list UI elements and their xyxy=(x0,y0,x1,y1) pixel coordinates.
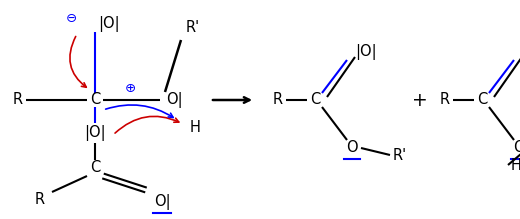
Text: C: C xyxy=(477,92,487,108)
Text: H: H xyxy=(190,120,200,136)
Text: O: O xyxy=(346,141,358,155)
Text: R: R xyxy=(440,92,450,108)
Text: |O|: |O| xyxy=(84,125,106,141)
Text: R: R xyxy=(35,193,45,207)
Text: O: O xyxy=(513,141,520,155)
Text: ⊖: ⊖ xyxy=(66,12,76,25)
Text: C: C xyxy=(310,92,320,108)
Text: R: R xyxy=(13,92,23,108)
Text: |O|: |O| xyxy=(98,16,120,32)
Text: O|: O| xyxy=(166,92,183,108)
Text: R: R xyxy=(273,92,283,108)
Text: ⊕: ⊕ xyxy=(124,81,136,95)
Text: C: C xyxy=(90,161,100,175)
Text: |O|: |O| xyxy=(355,44,377,60)
Text: O|: O| xyxy=(154,194,171,210)
Text: +: + xyxy=(412,90,428,110)
Text: H: H xyxy=(511,157,520,173)
Text: R': R' xyxy=(186,21,200,35)
Text: C: C xyxy=(90,92,100,108)
Text: R': R' xyxy=(393,148,407,162)
